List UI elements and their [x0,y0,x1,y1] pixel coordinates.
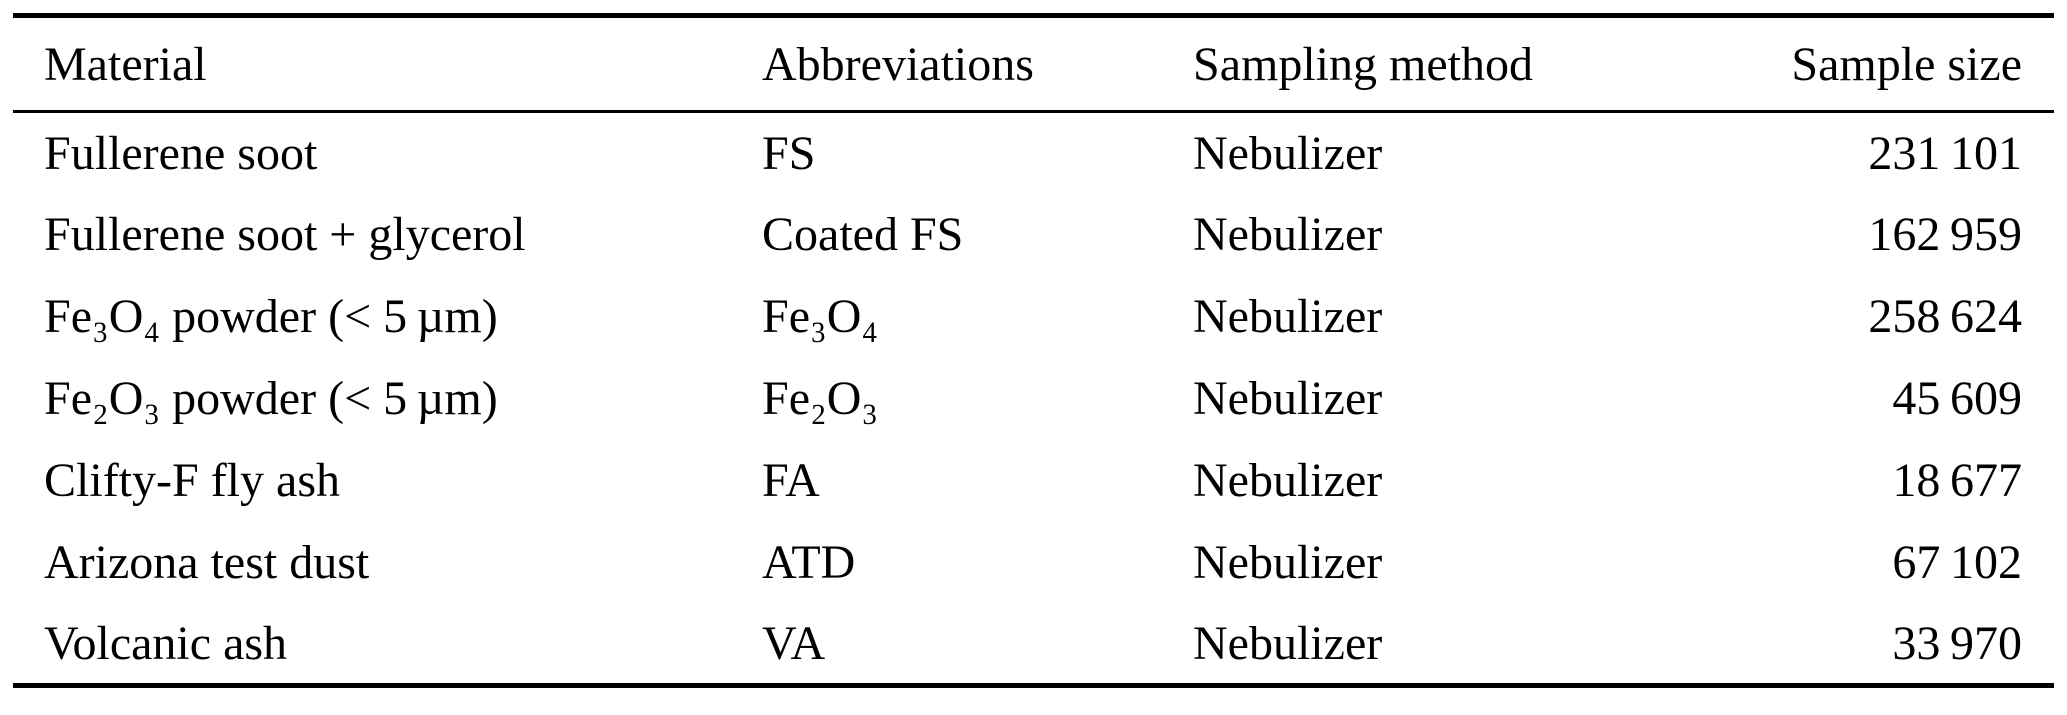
cell-material: Fullerene soot [44,126,318,180]
cell-sample-size: 33 970 [1892,616,2022,670]
table-row: Clifty-F fly ash FA Nebulizer 18 677 [13,440,2054,522]
table-row: Arizona test dust ATD Nebulizer 67 102 [13,522,2054,604]
col-header-material: Material [13,15,762,113]
document-page: Material Abbreviations Sampling method S… [0,13,2067,715]
cell-material: Clifty-F fly ash [44,454,340,507]
cell-sampling-method: Nebulizer [1193,126,1383,180]
table-row: Fe₃O₄ powder (< 5 µm) Fe₃O₄ Nebulizer 25… [13,276,2054,358]
cell-material: Fe₂O₃ powder (< 5 µm) [44,372,498,425]
cell-sampling-method: Nebulizer [1193,454,1383,507]
cell-sampling-method: Nebulizer [1193,290,1383,343]
cell-sample-size: 258 624 [1868,290,2022,343]
col-header-sample-size: Sample size [1660,15,2054,113]
table-header-row: Material Abbreviations Sampling method S… [13,15,2054,113]
cell-abbreviation: ATD [762,536,856,589]
cell-abbreviation: FS [762,126,816,180]
materials-table: Material Abbreviations Sampling method S… [13,13,2054,688]
cell-material: Volcanic ash [44,616,288,670]
table-row: Fe₂O₃ powder (< 5 µm) Fe₂O₃ Nebulizer 45… [13,358,2054,440]
cell-abbreviation: VA [762,616,826,670]
cell-sample-size: 231 101 [1868,126,2022,180]
cell-sampling-method: Nebulizer [1193,372,1383,425]
cell-sample-size: 45 609 [1892,372,2022,425]
table-row: Volcanic ash VA Nebulizer 33 970 [13,604,2054,686]
col-header-abbreviations: Abbreviations [762,15,1193,113]
cell-abbreviation: Coated FS [762,208,964,261]
cell-material: Arizona test dust [44,536,370,589]
cell-sampling-method: Nebulizer [1193,536,1383,589]
cell-abbreviation: FA [762,454,820,507]
cell-material: Fullerene soot + glycerol [44,208,526,261]
cell-sample-size: 18 677 [1892,454,2022,507]
table-row: Fullerene soot + glycerol Coated FS Nebu… [13,194,2054,276]
cell-sampling-method: Nebulizer [1193,208,1383,261]
cell-sampling-method: Nebulizer [1193,616,1383,670]
cell-abbreviation: Fe₃O₄ [762,290,879,343]
cell-material: Fe₃O₄ powder (< 5 µm) [44,290,498,343]
cell-sample-size: 67 102 [1892,536,2022,589]
col-header-sampling-method: Sampling method [1193,15,1660,113]
table-row: Fullerene soot FS Nebulizer 231 101 [13,112,2054,194]
cell-sample-size: 162 959 [1868,208,2022,261]
cell-abbreviation: Fe₂O₃ [762,372,879,425]
